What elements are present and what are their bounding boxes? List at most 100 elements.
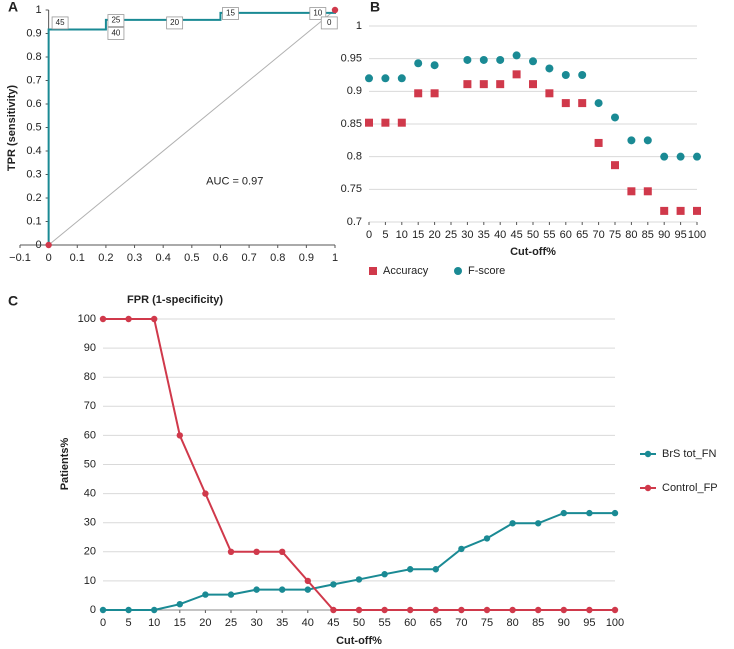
point xyxy=(509,606,516,614)
x-tick-label: 35 xyxy=(478,229,490,241)
point xyxy=(381,571,388,578)
x-tick-label: 100 xyxy=(606,617,624,629)
point xyxy=(365,118,373,127)
x-tick-label: 80 xyxy=(506,617,518,629)
x-tick-label: 30 xyxy=(250,617,262,629)
x-tick-label: 0.1 xyxy=(70,252,85,264)
x-tick-label: 0.3 xyxy=(127,252,142,264)
x-tick-label: 100 xyxy=(688,229,706,241)
point xyxy=(578,99,587,108)
point xyxy=(463,55,472,64)
x-tick-label: 25 xyxy=(225,617,237,629)
point xyxy=(509,520,516,527)
point xyxy=(407,606,414,614)
x-tick-label: 0.5 xyxy=(184,252,199,264)
x-tick-label: 0.4 xyxy=(156,252,171,264)
point xyxy=(529,80,537,89)
y-tick-label: 0.3 xyxy=(26,168,41,180)
y-tick-label: 0.8 xyxy=(347,151,362,163)
point xyxy=(693,152,701,161)
point xyxy=(202,591,209,598)
point xyxy=(125,315,132,323)
point xyxy=(355,606,363,614)
panel-label: B xyxy=(370,0,380,15)
y-tick-label: 0.2 xyxy=(26,192,41,204)
point xyxy=(483,606,491,614)
annotation-box xyxy=(222,7,239,20)
x-tick-label: 5 xyxy=(126,617,132,629)
annotation-box xyxy=(107,27,125,40)
point xyxy=(99,315,107,323)
point xyxy=(253,548,260,555)
point xyxy=(279,586,286,593)
y-tick-label: 0.85 xyxy=(341,118,362,130)
y-tick-label: 30 xyxy=(84,517,96,529)
annotation: 25 xyxy=(111,16,120,25)
y-tick-label: 20 xyxy=(84,546,96,558)
point xyxy=(99,606,107,614)
point xyxy=(397,74,406,83)
annotation: 15 xyxy=(226,9,235,18)
point xyxy=(627,187,636,196)
x-tick-label: 65 xyxy=(430,617,442,629)
x-tick-label: 35 xyxy=(276,617,288,629)
point xyxy=(676,152,685,161)
x-tick-label: 50 xyxy=(527,229,539,241)
legend-marker xyxy=(369,267,377,275)
point xyxy=(381,118,390,127)
point xyxy=(560,606,567,614)
y-tick-label: 0.9 xyxy=(26,27,41,39)
point xyxy=(643,187,652,196)
y-tick-label: 1 xyxy=(356,20,362,32)
point xyxy=(397,118,406,127)
point xyxy=(458,606,465,614)
y-axis-label: Patients% xyxy=(59,437,71,490)
x-tick-label: 15 xyxy=(174,617,186,629)
point xyxy=(304,586,311,593)
x-tick-label: 45 xyxy=(510,229,522,241)
y-tick-label: 0.9 xyxy=(347,85,362,97)
x-tick-label: −0.1 xyxy=(9,252,31,264)
x-tick-label: 0.9 xyxy=(299,252,314,264)
point xyxy=(202,490,209,497)
point xyxy=(463,80,472,89)
point xyxy=(561,99,570,108)
y-tick-label: 0 xyxy=(90,604,96,616)
y-tick-label: 0.7 xyxy=(347,216,362,228)
annotation: 10 xyxy=(313,9,322,18)
point xyxy=(330,606,337,614)
x-tick-label: 1 xyxy=(332,252,338,264)
point xyxy=(627,136,636,145)
point xyxy=(227,591,235,598)
x-tick-label: 10 xyxy=(396,229,408,241)
point xyxy=(560,509,567,517)
point xyxy=(279,548,286,555)
x-tick-label: 90 xyxy=(558,617,570,629)
point xyxy=(561,71,570,79)
y-tick-label: 90 xyxy=(84,342,96,354)
point xyxy=(611,509,619,517)
x-tick-label: 55 xyxy=(543,229,555,241)
x-axis-label: Cut-off% xyxy=(510,246,556,258)
point xyxy=(496,55,505,64)
x-axis-label: Cut-off% xyxy=(336,635,382,647)
y-tick-label: 80 xyxy=(84,371,96,383)
legend-label: Control_FP xyxy=(662,482,718,494)
point xyxy=(432,566,439,573)
x-tick-label: 75 xyxy=(609,229,621,241)
point xyxy=(479,80,488,89)
point xyxy=(535,606,542,614)
x-tick-label: 0 xyxy=(366,229,372,241)
x-tick-label: 10 xyxy=(148,617,160,629)
y-tick-label: 0.4 xyxy=(26,145,41,157)
x-tick-label: 40 xyxy=(302,617,314,629)
point xyxy=(355,576,363,583)
point xyxy=(483,535,491,542)
point xyxy=(611,606,619,614)
point xyxy=(151,606,158,614)
x-tick-label: 85 xyxy=(532,617,544,629)
y-tick-label: 0.75 xyxy=(341,183,362,195)
